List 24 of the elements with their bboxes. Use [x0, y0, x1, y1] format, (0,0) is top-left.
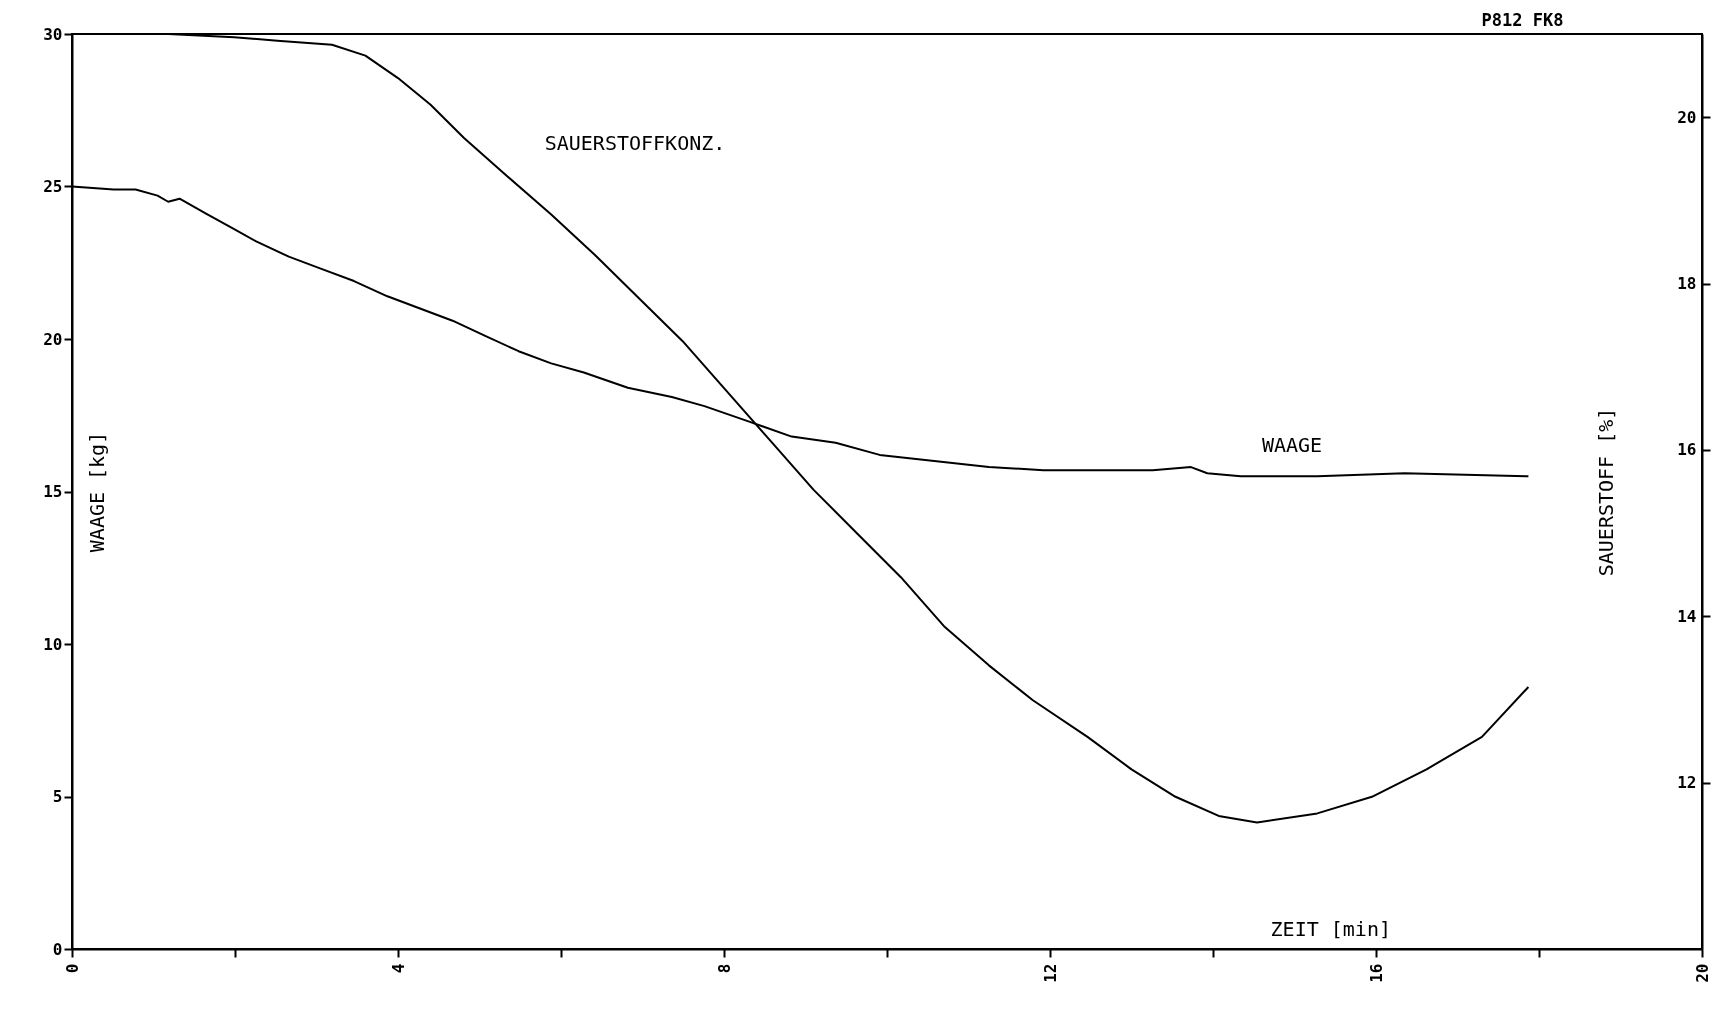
- x-axis-title: ZEIT [min]: [1270, 916, 1391, 941]
- x-tick-label: 20: [1692, 963, 1712, 983]
- text: SAUERSTOFFKONZ.: [544, 130, 726, 155]
- y-tick-label: 5: [52, 787, 63, 806]
- x-tick-label: 4: [388, 963, 408, 974]
- y2-axis-title: SAUERSTOFF [%]: [1593, 407, 1618, 577]
- y-tick-label: 15: [43, 482, 63, 501]
- y-tick-label: 25: [43, 177, 63, 196]
- y2-tick-label: 16: [1677, 440, 1697, 460]
- y2-tick-label: 20: [1677, 107, 1697, 127]
- y2-tick-label: 14: [1677, 606, 1697, 626]
- y2-tick-label: 18: [1677, 274, 1697, 294]
- x-tick-label: 16: [1366, 963, 1386, 983]
- y-tick-label: 10: [43, 634, 63, 654]
- x-tick-label: 0: [62, 963, 82, 974]
- y-axis-title: WAAGE [kg]: [85, 431, 110, 553]
- series-label: WAAGE: [1261, 432, 1323, 457]
- y-tick-label: 30: [43, 24, 63, 44]
- y2-tick-label: 12: [1677, 773, 1697, 793]
- x-tick-label: 8: [714, 963, 734, 974]
- y-tick-label: 0: [52, 939, 63, 959]
- x-tick-label: 12: [1040, 963, 1060, 983]
- text: P812 FK8: [1481, 10, 1564, 30]
- y-tick-label: 20: [43, 329, 63, 349]
